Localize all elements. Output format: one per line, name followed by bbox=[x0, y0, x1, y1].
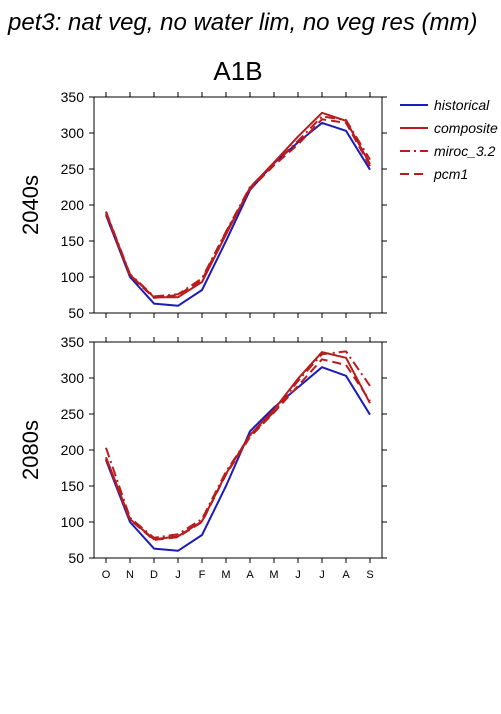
series-line-miroc_3.2 bbox=[105, 350, 371, 539]
series-line-composite bbox=[105, 351, 371, 541]
panel-2080s: 50 100 150 200 250 300 350 O N D J F M A M J J A S 2080s bbox=[18, 334, 387, 581]
legend-entry-pcm1: pcm1 bbox=[400, 166, 468, 182]
y-tick-label: 50 bbox=[68, 550, 84, 566]
legend-entry-composite: composite bbox=[400, 120, 498, 136]
y-tick-label: 150 bbox=[61, 233, 85, 249]
x-tick-label: N bbox=[126, 569, 134, 581]
legend-label: miroc_3.2 bbox=[434, 143, 496, 159]
x-tick-label: O bbox=[102, 569, 111, 581]
legend: historical composite miroc_3.2 pcm1 bbox=[400, 97, 498, 182]
y-tick-label: 100 bbox=[61, 269, 85, 285]
panel-label: 2080s bbox=[18, 420, 43, 480]
x-tick-label: F bbox=[199, 569, 206, 581]
y-tick-label: 300 bbox=[61, 370, 85, 386]
legend-label: composite bbox=[434, 120, 498, 136]
y-tick-label: 200 bbox=[61, 442, 85, 458]
legend-label: historical bbox=[434, 97, 490, 113]
x-tick-label: S bbox=[366, 569, 373, 581]
series-line-pcm1 bbox=[105, 358, 371, 541]
y-tick-label: 100 bbox=[61, 514, 85, 530]
y-tick-label: 300 bbox=[61, 125, 85, 141]
x-tick-label: M bbox=[221, 569, 230, 581]
x-tick-label: D bbox=[150, 569, 158, 581]
y-tick-label: 350 bbox=[61, 334, 85, 350]
series-line-pcm1 bbox=[105, 118, 371, 299]
panel-label: 2040s bbox=[18, 175, 43, 235]
y-tick-label: 350 bbox=[61, 89, 85, 105]
series-line-historical bbox=[105, 366, 371, 552]
scenario-label: A1B bbox=[213, 56, 262, 86]
x-tick-label: A bbox=[342, 569, 350, 581]
y-tick-label: 250 bbox=[61, 161, 85, 177]
x-tick-label: J bbox=[175, 569, 181, 581]
y-tick-label: 150 bbox=[61, 478, 85, 494]
chart-panels: 50 100 150 200 250 300 350 2040s 50 100 150 200 250 3… bbox=[18, 89, 387, 581]
y-tick-label: 250 bbox=[61, 406, 85, 422]
legend-entry-miroc_3.2: miroc_3.2 bbox=[400, 143, 496, 159]
legend-label: pcm1 bbox=[433, 166, 468, 182]
legend-entry-historical: historical bbox=[400, 97, 490, 113]
series-line-miroc_3.2 bbox=[105, 115, 371, 298]
x-tick-label: A bbox=[246, 569, 254, 581]
y-tick-label: 200 bbox=[61, 197, 85, 213]
series-line-composite bbox=[105, 111, 371, 299]
x-tick-label: J bbox=[319, 569, 325, 581]
x-tick-label: J bbox=[295, 569, 301, 581]
y-tick-label: 50 bbox=[68, 305, 84, 321]
x-tick-label: M bbox=[269, 569, 278, 581]
figure-title: pet3: nat veg, no water lim, no veg res … bbox=[7, 9, 478, 36]
series-line-historical bbox=[105, 121, 371, 307]
panel-2040s: 50 100 150 200 250 300 350 2040s bbox=[18, 89, 387, 321]
